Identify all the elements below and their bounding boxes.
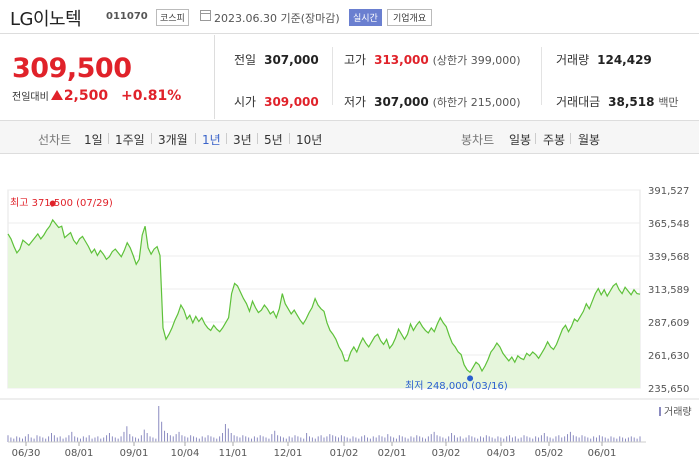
tab-weekly[interactable]: 주봉: [543, 133, 566, 147]
tab-monthly[interactable]: 월봉: [578, 133, 601, 147]
x-tick-label: 02/01: [378, 448, 407, 459]
realtime-button[interactable]: 실시간: [349, 9, 382, 26]
lower-limit: (하한가 215,000): [432, 96, 521, 109]
high-marker: [49, 200, 56, 207]
tab-10y[interactable]: 10년: [296, 133, 323, 147]
y-tick-label: 261,630: [648, 351, 689, 362]
market-badge: 코스피: [156, 9, 189, 26]
company-overview-button[interactable]: 기업개요: [387, 9, 433, 26]
candle-chart-label: 봉차트: [461, 133, 495, 147]
volume-chart[interactable]: 거래량 06/30 08/01 09/01 10/04 11/01 12/01 01/02 02…: [0, 398, 699, 474]
stat-value: 313,000: [374, 53, 429, 67]
volume-legend-swatch: [659, 407, 661, 416]
stat-label: 거래량: [556, 53, 590, 67]
stat-value: 38,518: [608, 95, 655, 109]
y-tick-label: 313,589: [648, 285, 689, 296]
stat-low: 저가 307,000 (하한가 215,000): [344, 93, 521, 110]
divider: [195, 133, 196, 144]
divider: [332, 47, 333, 105]
stat-high: 고가 313,000 (상한가 399,000): [344, 51, 521, 68]
upper-limit: (상한가 399,000): [432, 54, 521, 67]
y-tick-label: 339,568: [648, 252, 689, 263]
low-marker: [467, 375, 474, 382]
price-change: 전일대비 2,500 +0.81%: [12, 88, 181, 104]
x-tick-label: 10/04: [171, 448, 200, 459]
divider: [108, 133, 109, 144]
x-tick-label: 06/30: [12, 448, 41, 459]
stat-label: 시가: [234, 95, 257, 109]
x-tick-label: 09/01: [120, 448, 149, 459]
price-line: [7, 218, 641, 374]
up-triangle-icon: [50, 90, 63, 100]
high-annotation: 최고 371,500 (07/29): [10, 197, 113, 209]
y-tick-label: 391,527: [648, 186, 689, 197]
tab-daily[interactable]: 일봉: [509, 133, 532, 147]
tab-1y[interactable]: 1년: [202, 133, 221, 147]
divider: [257, 133, 258, 144]
change-percent: +0.81%: [120, 88, 182, 104]
x-tick-label: 04/03: [487, 448, 516, 459]
y-tick-label: 235,650: [648, 384, 689, 395]
low-annotation: 최저 248,000 (03/16): [405, 380, 508, 392]
divider: [151, 133, 152, 144]
amount-unit: 백만: [658, 96, 679, 109]
as-of-date: 2023.06.30 기준(장마감): [214, 12, 340, 25]
tab-3y[interactable]: 3년: [233, 133, 252, 147]
stock-header: LG이노텍 011070 코스피 2023.06.30 기준(장마감) 실시간 …: [0, 0, 699, 34]
divider: [226, 133, 227, 144]
x-tick-label: 03/02: [432, 448, 461, 459]
line-chart-label: 선차트: [38, 133, 72, 147]
price-chart[interactable]: 391,527 365,548 339,568 313,589 287,609 261,6…: [0, 165, 699, 398]
x-tick-label: 06/01: [588, 448, 617, 459]
x-tick-label: 11/01: [219, 448, 248, 459]
tab-1w[interactable]: 1주일: [115, 133, 145, 147]
volume-legend: 거래량: [664, 406, 692, 418]
stat-label: 고가: [344, 53, 367, 67]
stat-value: 124,429: [597, 53, 652, 67]
y-tick-label: 287,609: [648, 318, 689, 329]
divider: [289, 133, 290, 144]
stat-value: 307,000: [264, 53, 319, 67]
current-price: 309,500: [12, 53, 132, 84]
stat-amount: 거래대금 38,518 백만: [556, 93, 679, 110]
stat-open: 시가 309,000: [234, 93, 319, 110]
price-box: 309,500 전일대비 2,500 +0.81%: [0, 35, 215, 119]
stock-code: 011070: [106, 11, 148, 22]
change-label: 전일대비: [12, 92, 49, 103]
x-tick-label: 01/02: [330, 448, 359, 459]
x-tick-label: 08/01: [65, 448, 94, 459]
calendar-icon: [200, 10, 211, 21]
stat-label: 저가: [344, 95, 367, 109]
change-amount: 2,500: [63, 88, 109, 104]
stat-label: 거래대금: [556, 95, 601, 109]
tab-1d[interactable]: 1일: [84, 133, 103, 147]
stat-volume: 거래량 124,429: [556, 51, 652, 68]
y-tick-label: 365,548: [648, 219, 689, 230]
chart-period-tabs: 선차트 1일 1주일 3개월 1년 3년 5년 10년 봉차트 일봉 주봉 월봉: [0, 120, 699, 154]
stat-value: 307,000: [374, 95, 429, 109]
x-tick-label: 05/02: [535, 448, 564, 459]
price-area: [8, 219, 640, 388]
x-tick-label: 12/01: [274, 448, 303, 459]
stat-prev: 전일 307,000: [234, 51, 319, 68]
tab-5y[interactable]: 5년: [264, 133, 283, 147]
stock-name[interactable]: LG이노텍: [10, 9, 82, 30]
stat-label: 전일: [234, 53, 257, 67]
stats-panel: 전일 307,000 고가 313,000 (상한가 399,000) 거래량 124…: [216, 35, 699, 119]
stat-value: 309,000: [264, 95, 319, 109]
divider: [570, 133, 571, 144]
divider: [541, 47, 542, 105]
divider: [535, 133, 536, 144]
tab-3m[interactable]: 3개월: [158, 133, 188, 147]
